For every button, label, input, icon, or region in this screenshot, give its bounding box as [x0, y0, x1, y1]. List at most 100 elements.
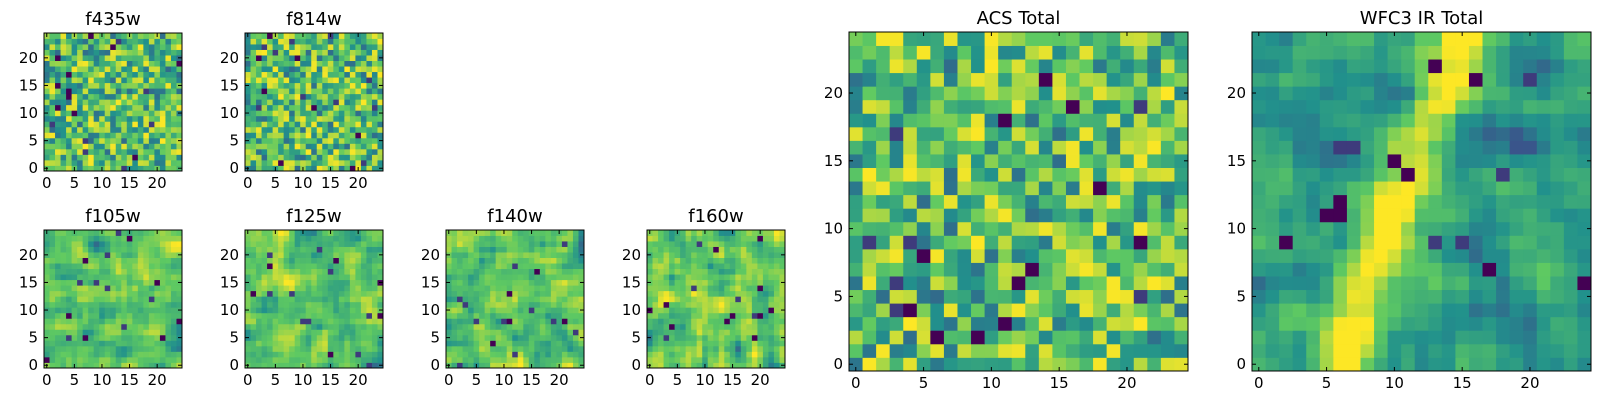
heatmap-cell [517, 362, 524, 369]
heatmap-cell [1374, 316, 1388, 331]
heatmap-cell [550, 230, 557, 236]
heatmap-cell [55, 318, 61, 325]
heatmap-cell [457, 268, 463, 275]
heatmap-cell [289, 44, 296, 50]
heatmap-cell [707, 345, 714, 352]
heatmap-cell [1038, 208, 1053, 223]
heatmap-cell [289, 165, 296, 172]
heatmap-cell [371, 290, 378, 297]
heatmap-cell [1523, 343, 1538, 358]
heatmap-cell [338, 268, 345, 275]
heatmap-cell [60, 104, 67, 111]
heatmap-cell [998, 194, 1013, 209]
heatmap-cell [121, 99, 128, 106]
heatmap-cell [250, 148, 257, 155]
heatmap-cell [278, 318, 285, 325]
heatmap-cell [66, 252, 72, 258]
heatmap-cell [148, 246, 155, 253]
heatmap-cell [148, 38, 155, 45]
heatmap-cell [93, 93, 100, 100]
heatmap-cell [338, 356, 345, 363]
heatmap-cell [501, 263, 508, 270]
heatmap-cell [283, 351, 290, 358]
heatmap-cell [545, 329, 552, 336]
heatmap-cell [506, 235, 513, 242]
heatmap-cell [943, 154, 958, 168]
heatmap-cell [572, 285, 579, 292]
heatmap-cell [305, 296, 312, 303]
heatmap-cell [333, 82, 340, 89]
heatmap-cell [355, 235, 362, 242]
heatmap-cell [702, 285, 709, 292]
heatmap-cell [55, 60, 61, 67]
heatmap-cell [327, 110, 334, 117]
heatmap-cell [377, 230, 384, 236]
heatmap-cell [1065, 167, 1080, 182]
heatmap-cell [165, 121, 172, 128]
heatmap-cell [322, 77, 329, 84]
x-tick-label: 10 [695, 371, 714, 389]
heatmap-cell [658, 301, 664, 308]
heatmap-cell [327, 290, 334, 297]
heatmap-cell [446, 345, 452, 352]
heatmap-cell [159, 279, 166, 286]
heatmap-cell [457, 307, 463, 314]
heatmap-cell [245, 143, 251, 150]
heatmap-cell [1306, 303, 1321, 318]
heatmap-cell [44, 263, 50, 270]
heatmap-cell [322, 143, 329, 150]
heatmap-cell [82, 159, 89, 166]
heatmap-cell [283, 121, 290, 128]
heatmap-cell [88, 66, 95, 73]
heatmap-cell [1106, 194, 1121, 209]
x-tick-label: 10 [92, 371, 111, 389]
heatmap-cell [971, 357, 985, 372]
heatmap-cell [349, 329, 356, 336]
heatmap-cell [1052, 154, 1067, 168]
heatmap-cell [355, 99, 362, 106]
heatmap-cell [245, 318, 251, 325]
heatmap-cell [490, 290, 497, 297]
heatmap-cell [1106, 330, 1121, 345]
heatmap-cell [371, 334, 378, 341]
y-tick-label: 5 [229, 329, 239, 347]
heatmap-cell [88, 301, 95, 308]
heatmap-cell [517, 235, 524, 242]
heatmap-cell [457, 246, 463, 253]
heatmap-cell [779, 241, 786, 247]
heatmap-cell [713, 241, 720, 247]
heatmap-cell [256, 285, 262, 292]
heatmap-cell [567, 252, 574, 258]
heatmap-cell [371, 329, 378, 336]
heatmap-cell [512, 345, 519, 352]
heatmap-cell [658, 329, 664, 336]
heatmap-cell [355, 77, 362, 84]
heatmap-cell [1038, 248, 1053, 263]
heatmap-cell [702, 307, 709, 314]
heatmap-cell [338, 44, 345, 50]
heatmap-cell [60, 60, 67, 67]
heatmap-cell [294, 279, 301, 286]
heatmap-cell [663, 268, 670, 275]
heatmap-cell [60, 38, 67, 45]
heatmap-cell [305, 301, 312, 308]
heatmap-cell [1455, 357, 1470, 372]
heatmap-cell [1252, 221, 1266, 236]
heatmap-cell [143, 154, 150, 161]
heatmap-cell [971, 208, 985, 223]
x-tick-label: 5 [70, 371, 80, 389]
heatmap-cell [93, 165, 100, 172]
heatmap-cell [371, 345, 378, 352]
heatmap-cell [1147, 330, 1162, 345]
heatmap-cell [1093, 316, 1108, 331]
heatmap-cell [305, 33, 312, 39]
heatmap-cell [1160, 330, 1175, 345]
heatmap-cell [495, 246, 502, 253]
heatmap-cell [484, 268, 491, 275]
heatmap-cell [1482, 276, 1497, 291]
heatmap-cell [88, 115, 95, 122]
heatmap-cell [170, 71, 177, 78]
heatmap-cell [1509, 235, 1524, 250]
heatmap-cell [338, 115, 345, 122]
heatmap-cell [1079, 208, 1094, 223]
